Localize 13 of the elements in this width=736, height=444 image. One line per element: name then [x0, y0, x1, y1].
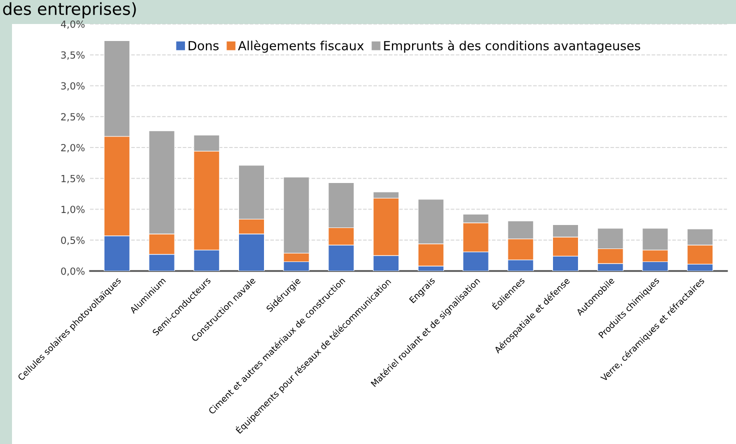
chart-title: des entreprises)	[3, 2, 136, 18]
y-tick-label: 3,5%	[61, 51, 85, 60]
y-tick-label: 3,0%	[61, 82, 85, 91]
y-tick-label: 1,0%	[62, 206, 85, 214]
y-tick-label: 1,5%	[62, 174, 85, 184]
y-tick-label: 4,0%	[60, 20, 85, 29]
y-tick-label: 2,0%	[61, 144, 85, 152]
y-tick-label: 0,5%	[61, 236, 85, 245]
y-tick-label: 0,0%	[61, 267, 85, 276]
y-tick-label: 2,5%	[61, 113, 85, 122]
legend-label: Dons	[188, 41, 219, 50]
legend-label: Emprunts à des conditions avantageuses	[384, 40, 640, 53]
legend-label: Allègements fiscaux	[238, 40, 364, 53]
